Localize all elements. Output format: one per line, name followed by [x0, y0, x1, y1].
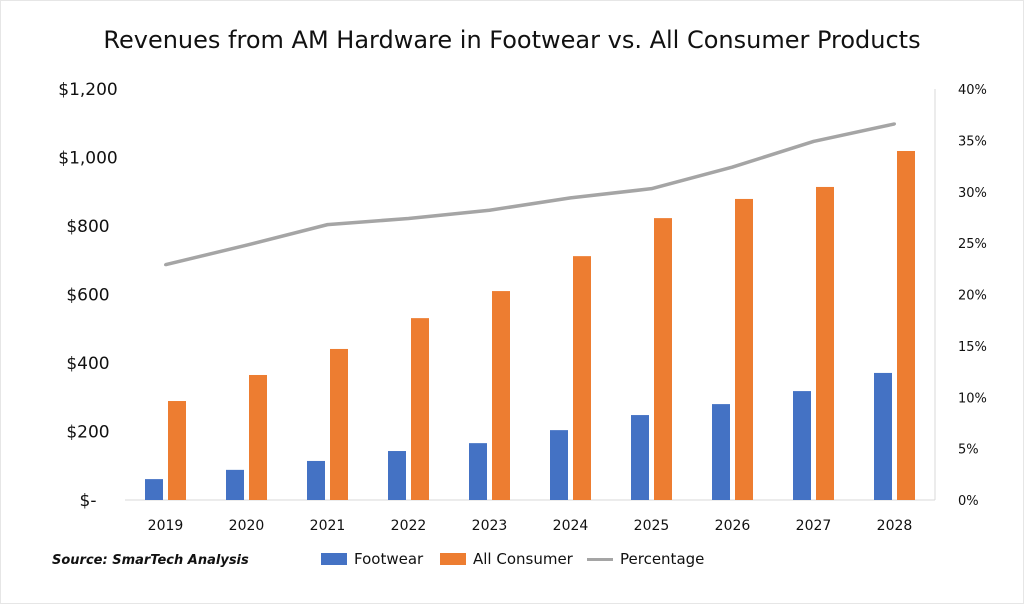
source-note: Source: SmarTech Analysis [52, 553, 249, 568]
x-tick-label: 2027 [796, 518, 832, 534]
bar-all-consumer [897, 150, 915, 500]
legend-label: All Consumer [473, 550, 573, 568]
y-right-tick-label: 40% [958, 83, 987, 98]
bar-footwear [874, 372, 892, 500]
legend-all-consumer: All Consumer [440, 550, 573, 568]
x-tick-label: 2024 [553, 518, 589, 534]
x-tick-label: 2023 [472, 518, 508, 534]
x-tick-label: 2028 [877, 518, 913, 534]
bar-all-consumer [735, 198, 753, 500]
bar-footwear [793, 391, 811, 500]
y-right-tick-label: 5% [958, 443, 979, 458]
bar-all-consumer [411, 318, 429, 500]
point-percentage [650, 187, 653, 191]
bar-all-consumer [573, 256, 591, 500]
chart-title: Revenues from AM Hardware in Footwear vs… [103, 26, 921, 54]
bar-all-consumer [492, 291, 510, 500]
bar-footwear [469, 443, 487, 500]
y-right-tick-label: 35% [958, 134, 987, 149]
x-tick-label: 2022 [391, 518, 427, 534]
bar-all-consumer [168, 401, 186, 500]
bar-footwear [388, 451, 406, 500]
line-percentage [165, 122, 895, 267]
point-percentage [488, 208, 491, 212]
bar-footwear [307, 460, 325, 500]
y-right-tick-label: 10% [958, 391, 987, 406]
x-tick-label: 2025 [634, 518, 670, 534]
point-percentage [326, 223, 329, 227]
y-right-tick-label: 30% [958, 186, 987, 201]
legend-swatch-all-consumer [440, 553, 466, 565]
point-percentage [245, 243, 248, 247]
legend-swatch-footwear [321, 553, 347, 565]
y-right-tick-label: 0% [958, 494, 979, 509]
x-tick-label: 2026 [715, 518, 751, 534]
bar-all-consumer [816, 186, 834, 500]
point-percentage [569, 196, 572, 200]
bar-footwear [712, 404, 730, 500]
x-tick-label: 2020 [229, 518, 265, 534]
y-left-tick-label: $600 [66, 286, 109, 306]
y-left-tick-label: $- [80, 491, 97, 511]
point-percentage [731, 165, 734, 169]
y-left-tick-label: $200 [66, 423, 109, 443]
y-left-tick-label: $800 [66, 217, 109, 237]
x-tick-label: 2021 [310, 518, 346, 534]
bar-footwear [631, 415, 649, 500]
point-percentage [407, 216, 410, 220]
y-left-tick-label: $1,000 [58, 149, 117, 169]
y-left-tick-label: $1,200 [58, 80, 117, 100]
point-percentage [812, 139, 815, 143]
y-right-tick-label: 15% [958, 340, 987, 355]
bar-all-consumer [249, 374, 267, 500]
y-right-tick-label: 25% [958, 237, 987, 252]
bar-footwear [226, 469, 244, 500]
x-tick-label: 2019 [148, 518, 184, 534]
y-left-tick-label: $400 [66, 354, 109, 374]
point-percentage [164, 263, 167, 267]
bar-footwear [145, 479, 163, 500]
legend-swatch-percentage [587, 557, 613, 561]
bar-footwear [550, 430, 568, 500]
legend-label: Percentage [620, 550, 705, 568]
legend-label: Footwear [354, 550, 424, 568]
bar-all-consumer [330, 348, 348, 500]
legend-footwear: Footwear [321, 550, 423, 568]
legend-percentage: Percentage [587, 550, 704, 568]
point-percentage [893, 122, 896, 126]
bar-all-consumer [654, 218, 672, 500]
y-right-tick-label: 20% [958, 289, 987, 304]
